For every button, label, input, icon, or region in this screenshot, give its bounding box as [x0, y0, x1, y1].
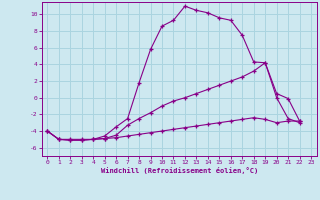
X-axis label: Windchill (Refroidissement éolien,°C): Windchill (Refroidissement éolien,°C): [100, 167, 258, 174]
